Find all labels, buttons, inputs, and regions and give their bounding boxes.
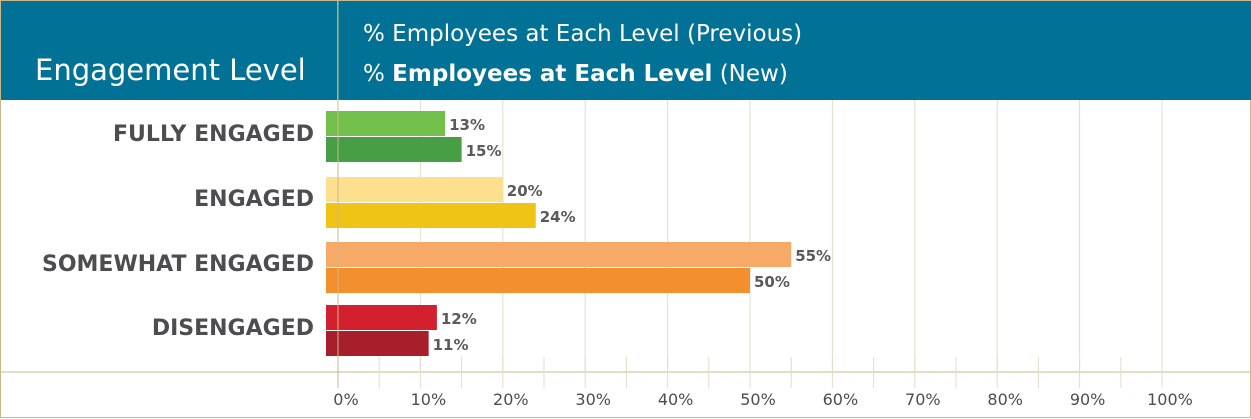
chart-header: Engagement Level % Employees at Each Lev… <box>1 1 1251 100</box>
bar-new-0 <box>326 137 462 162</box>
tick-label-30: 30% <box>575 390 611 409</box>
tick-label-90: 90% <box>1070 390 1106 409</box>
tick-label-20: 20% <box>493 390 529 409</box>
value-label-new-3: 11% <box>433 336 469 354</box>
tick-label-0: 0% <box>333 390 358 409</box>
value-label-previous-1: 20% <box>507 182 543 200</box>
tick-label-40: 40% <box>658 390 694 409</box>
tick-label-10: 10% <box>411 390 447 409</box>
category-label-3: DISENGAGED <box>151 316 314 341</box>
legend-new-prefix: % <box>363 61 393 87</box>
bar-previous-2 <box>326 242 792 267</box>
tick-label-50: 50% <box>740 390 776 409</box>
legend-previous: % Employees at Each Level (Previous) <box>363 21 803 47</box>
bar-new-3 <box>326 331 429 356</box>
value-label-previous-2: 55% <box>795 247 831 265</box>
value-label-previous-0: 13% <box>449 116 485 134</box>
column-title: Engagement Level <box>35 53 306 87</box>
value-label-new-2: 50% <box>754 273 790 291</box>
value-label-new-1: 24% <box>540 208 576 226</box>
category-label-0: FULLY ENGAGED <box>113 122 314 147</box>
tick-label-60: 60% <box>823 390 859 409</box>
bar-previous-3 <box>326 305 437 330</box>
tick-label-80: 80% <box>987 390 1023 409</box>
value-label-previous-3: 12% <box>441 310 477 328</box>
tick-label-70: 70% <box>905 390 941 409</box>
legend-new-suffix: (New) <box>712 61 788 87</box>
category-label-1: ENGAGED <box>194 187 314 212</box>
bar-previous-0 <box>326 111 446 136</box>
legend-new-bold: Employees at Each Level <box>392 61 713 87</box>
bar-previous-1 <box>326 177 503 202</box>
bar-new-2 <box>326 268 750 293</box>
bar-new-1 <box>326 203 536 228</box>
category-label-2: SOMEWHAT ENGAGED <box>41 252 314 277</box>
tick-label-100: 100% <box>1147 390 1193 409</box>
value-label-new-0: 15% <box>466 142 502 160</box>
legend-new: % Employees at Each Level (New) <box>363 61 788 87</box>
